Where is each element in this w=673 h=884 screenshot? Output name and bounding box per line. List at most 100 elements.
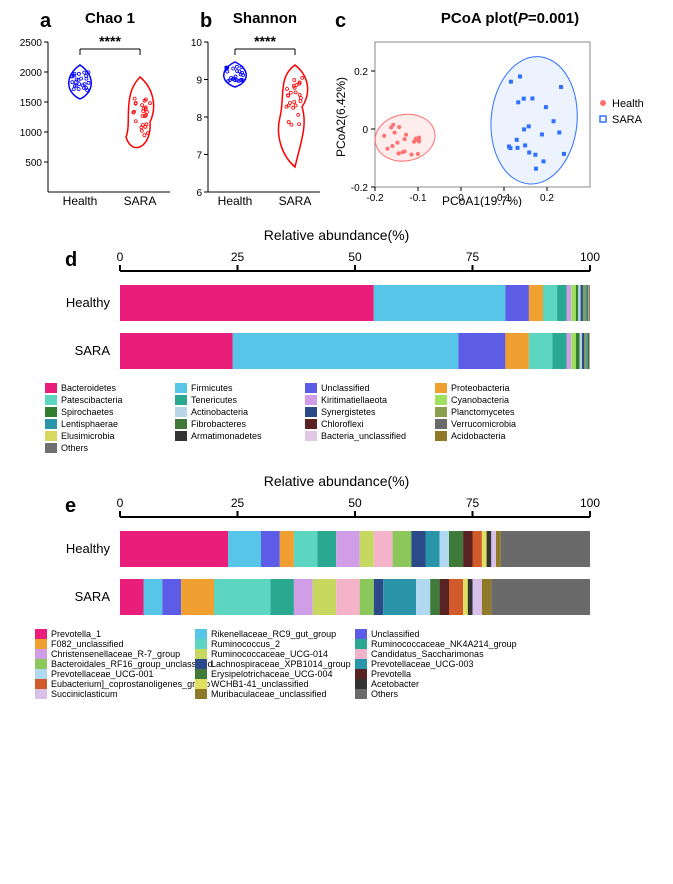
svg-text:25: 25 <box>231 496 245 510</box>
panel-a: a Chao 1 5001000150020002500 **** Health… <box>10 10 180 212</box>
legend-item: Muribaculaceae_unclassified <box>195 689 355 699</box>
svg-text:Healthy: Healthy <box>66 541 111 556</box>
legend-swatch <box>195 669 207 679</box>
legend-swatch <box>195 639 207 649</box>
panel-e-title: Relative abundance(%) <box>10 473 663 489</box>
legend-swatch <box>195 649 207 659</box>
legend-item: Others <box>45 443 175 453</box>
legend-label: Lentisphaerae <box>61 419 118 429</box>
legend-label: Prevotellaceae_UCG-003 <box>371 659 474 669</box>
legend-swatch <box>45 395 57 405</box>
legend-label: Verrucomicrobia <box>451 419 516 429</box>
legend-label: Bacteria_unclassified <box>321 431 406 441</box>
legend-item: Spirochaetes <box>45 407 175 417</box>
legend-item: Planctomycetes <box>435 407 565 417</box>
panel-c: c PCoA plot(P=0.001) -0.2-0.100.10.2 -0.… <box>330 10 670 212</box>
legend-label: Firmicutes <box>191 383 233 393</box>
legend-item: F082_unclassified <box>35 639 195 649</box>
legend-swatch <box>35 629 47 639</box>
legend-label: WCHB1-41_unclassified <box>211 679 309 689</box>
legend-label: Muribaculaceae_unclassified <box>211 689 327 699</box>
legend-item: Armatimonadetes <box>175 431 305 441</box>
legend-label: Succiniclasticum <box>51 689 118 699</box>
svg-text:75: 75 <box>466 250 480 264</box>
legend-swatch <box>435 407 447 417</box>
legend-swatch <box>175 419 187 429</box>
legend-item: Firmicutes <box>175 383 305 393</box>
legend-item: Acetobacter <box>355 679 515 689</box>
svg-text:0.2: 0.2 <box>354 67 368 78</box>
legend-label: Cyanobacteria <box>451 395 509 405</box>
panel-e: e Relative abundance(%) 0255075100 Healt… <box>10 473 663 704</box>
legend-swatch <box>195 689 207 699</box>
svg-text:0.2: 0.2 <box>540 193 554 204</box>
legend-item: Actinobacteria <box>175 407 305 417</box>
legend-label: Bacteroidales_RF16_group_unclassified <box>51 659 213 669</box>
legend-label: Actinobacteria <box>191 407 248 417</box>
legend-label: Bacteroidetes <box>61 383 116 393</box>
legend-swatch <box>305 395 317 405</box>
x-health-b: Health <box>218 194 253 207</box>
panel-a-chart: 5001000150020002500 **** Health SARA <box>10 27 180 207</box>
svg-text:SARA: SARA <box>75 589 111 604</box>
svg-text:1500: 1500 <box>20 98 43 109</box>
legend-swatch <box>195 659 207 669</box>
legend-swatch <box>175 383 187 393</box>
svg-text:SARA: SARA <box>75 343 111 358</box>
svg-text:0: 0 <box>117 250 124 264</box>
legend-item: Kiritimatiellaeota <box>305 395 435 405</box>
svg-text:9: 9 <box>196 76 202 87</box>
svg-text:10: 10 <box>191 38 203 49</box>
legend-label: Kiritimatiellaeota <box>321 395 387 405</box>
legend-label: Proteobacteria <box>451 383 510 393</box>
svg-text:0: 0 <box>362 125 368 136</box>
legend-label: Planctomycetes <box>451 407 515 417</box>
legend-label: Ruminococcaceae_NK4A214_group <box>371 639 517 649</box>
legend-item: Patescibacteria <box>45 395 175 405</box>
legend-item: Bacteroidetes <box>45 383 175 393</box>
legend-label: Others <box>61 443 88 453</box>
panel-c-label: c <box>335 10 346 33</box>
svg-text:-0.2: -0.2 <box>366 193 384 204</box>
legend-item: Lachnospiraceae_XPB1014_group <box>195 659 355 669</box>
legend-item: Bacteroidales_RF16_group_unclassified <box>35 659 195 669</box>
legend-item: Ruminococcus_2 <box>195 639 355 649</box>
legend-item: Proteobacteria <box>435 383 565 393</box>
legend-swatch <box>35 659 47 669</box>
svg-text:Healthy: Healthy <box>66 295 111 310</box>
legend-item: Succiniclasticum <box>35 689 195 699</box>
legend-item: Elusimicrobia <box>45 431 175 441</box>
legend-swatch <box>355 679 367 689</box>
legend-swatch <box>305 407 317 417</box>
legend-label: Candidatus_Saccharimonas <box>371 649 484 659</box>
svg-text:-0.2: -0.2 <box>351 183 369 194</box>
legend-swatch <box>355 689 367 699</box>
svg-text:75: 75 <box>466 496 480 510</box>
legend-label: F082_unclassified <box>51 639 124 649</box>
legend-item: Rikenellaceae_RC9_gut_group <box>195 629 355 639</box>
legend-label: Erysipelotrichaceae_UCG-004 <box>211 669 333 679</box>
svg-text:50: 50 <box>348 250 362 264</box>
legend-item: Others <box>355 689 515 699</box>
legend-swatch <box>355 649 367 659</box>
legend-label: Chloroflexi <box>321 419 364 429</box>
panel-c-title: PCoA plot(P=0.001) <box>350 10 670 27</box>
legend-label: Synergistetes <box>321 407 376 417</box>
svg-text:2000: 2000 <box>20 68 43 79</box>
legend-item: Lentisphaerae <box>45 419 175 429</box>
legend-item: Prevotellaceae_UCG-001 <box>35 669 195 679</box>
legend-swatch <box>355 629 367 639</box>
panel-c-chart: -0.2-0.100.10.2 -0.200.2 PCoA1(19.7%) PC… <box>330 27 670 207</box>
svg-text:6: 6 <box>196 188 202 199</box>
legend-swatch <box>355 659 367 669</box>
legend-label: Lachnospiraceae_XPB1014_group <box>211 659 351 669</box>
panel-b: b Shannon 678910 **** Health SARA <box>180 10 330 212</box>
legend-label: Patescibacteria <box>61 395 123 405</box>
pcoa-title-prefix: PCoA plot( <box>441 10 518 27</box>
legend-item: Ruminococcaceae_UCG-014 <box>195 649 355 659</box>
legend-item: Chloroflexi <box>305 419 435 429</box>
legend-swatch <box>45 383 57 393</box>
legend-item: Acidobacteria <box>435 431 565 441</box>
legend-item: Prevotellaceae_UCG-003 <box>355 659 515 669</box>
panel-d: d Relative abundance(%) 0255075100 Healt… <box>10 227 663 458</box>
